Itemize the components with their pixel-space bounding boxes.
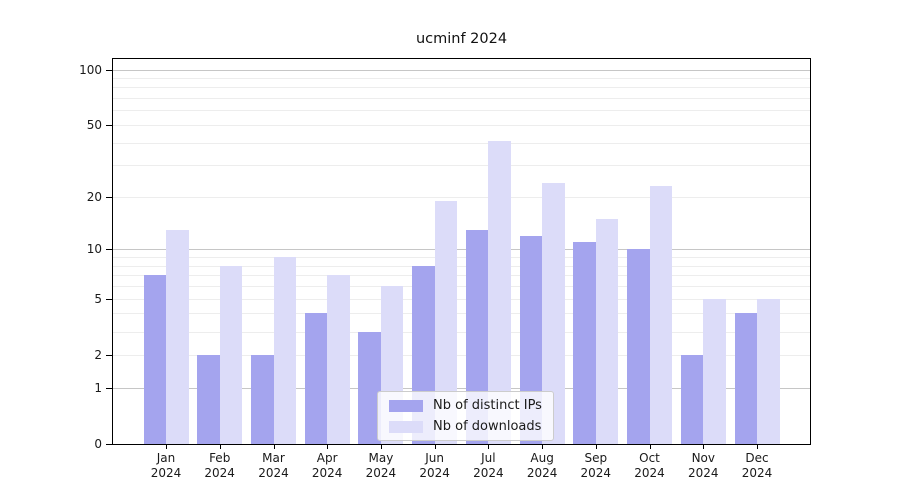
bar-downloads-apr <box>327 275 350 444</box>
bar-distinct-ips-mar <box>251 354 274 444</box>
x-tick-aug <box>542 444 544 449</box>
minor-gridline-6 <box>113 286 810 288</box>
x-tick-jun <box>434 444 436 449</box>
bar-downloads-oct <box>649 186 672 444</box>
bar-distinct-ips-feb <box>197 354 220 444</box>
minor-gridline-40 <box>113 142 810 144</box>
bar-downloads-nov <box>703 298 726 444</box>
minor-gridline-50 <box>113 125 810 126</box>
legend-swatch <box>389 420 423 433</box>
x-tick-label-jan: Jan 2024 <box>150 451 182 480</box>
x-tick-oct <box>649 444 651 449</box>
y-tick-label-1: 1 <box>94 380 102 395</box>
bar-distinct-ips-jul <box>465 229 489 444</box>
y-tick-label-50: 50 <box>86 118 102 132</box>
bar-downloads-feb <box>219 265 243 444</box>
x-tick-sep <box>595 444 597 449</box>
bar-downloads-aug <box>542 182 565 444</box>
minor-gridline-30 <box>113 165 810 167</box>
minor-gridline-20 <box>113 197 810 198</box>
legend-swatch <box>389 399 423 412</box>
major-gridline-100 <box>113 69 810 71</box>
minor-gridline-2 <box>113 354 810 356</box>
y-tick-label-5: 5 <box>94 291 102 306</box>
x-tick-label-dec: Dec 2024 <box>741 451 773 480</box>
bar-downloads-jan <box>166 229 189 444</box>
minor-gridline-70 <box>113 98 810 100</box>
y-tick-2 <box>106 354 112 356</box>
x-tick-label-may: May 2024 <box>365 451 397 480</box>
legend-item-downloads: Nb of downloads <box>389 418 542 435</box>
x-tick-label-sep: Sep 2024 <box>580 451 612 480</box>
minor-gridline-8 <box>113 265 810 267</box>
x-tick-jul <box>488 444 490 449</box>
minor-gridline-7 <box>113 275 810 277</box>
bar-distinct-ips-oct <box>627 249 650 444</box>
chart-title: ucminf 2024 <box>415 31 508 47</box>
minor-gridline-5 <box>113 298 810 300</box>
x-tick-may <box>380 444 382 449</box>
y-tick-label-2: 2 <box>94 347 102 362</box>
x-tick-label-apr: Apr 2024 <box>311 451 343 480</box>
bar-downloads-dec <box>757 298 780 444</box>
plot-area <box>112 58 811 445</box>
bar-distinct-ips-dec <box>734 313 757 444</box>
minor-gridline-80 <box>113 87 810 89</box>
minor-gridline-9 <box>113 257 810 259</box>
x-tick-feb <box>219 444 221 449</box>
bar-downloads-jul <box>488 140 511 444</box>
x-tick-label-jul: Jul 2024 <box>473 451 504 480</box>
legend-label: Nb of downloads <box>433 419 542 434</box>
y-tick-5 <box>106 298 112 300</box>
y-tick-label-10: 10 <box>86 242 102 257</box>
y-tick-1 <box>106 387 112 389</box>
bar-distinct-ips-apr <box>304 313 328 444</box>
major-gridline-10 <box>113 249 810 251</box>
y-tick-10 <box>106 249 112 251</box>
x-tick-label-oct: Oct 2024 <box>634 451 665 480</box>
x-tick-dec <box>757 444 758 449</box>
x-tick-label-feb: Feb 2024 <box>204 451 235 480</box>
x-tick-mar <box>273 444 275 449</box>
major-gridline-1 <box>113 387 810 389</box>
x-tick-label-nov: Nov 2024 <box>688 451 719 480</box>
legend: Nb of distinct IPs Nb of downloads <box>377 391 554 441</box>
minor-gridline-3 <box>113 331 810 333</box>
bar-distinct-ips-jan <box>143 275 166 444</box>
bar-distinct-ips-may <box>358 331 381 444</box>
y-tick-0 <box>106 444 112 445</box>
y-tick-label-0: 0 <box>94 437 102 451</box>
y-tick-20 <box>106 197 112 198</box>
minor-gridline-4 <box>113 313 810 315</box>
x-tick-jan <box>166 444 167 449</box>
x-tick-label-jun: Jun 2024 <box>419 451 450 480</box>
bar-distinct-ips-nov <box>680 354 704 444</box>
y-tick-50 <box>106 125 112 126</box>
bar-downloads-sep <box>595 219 619 444</box>
bar-downloads-mar <box>273 257 296 444</box>
legend-label: Nb of distinct IPs <box>433 398 542 413</box>
minor-gridline-90 <box>113 78 810 79</box>
x-tick-label-aug: Aug 2024 <box>526 451 558 480</box>
x-tick-apr <box>327 444 329 449</box>
x-tick-nov <box>703 444 705 449</box>
y-tick-label-100: 100 <box>79 62 102 77</box>
x-tick-label-mar: Mar 2024 <box>258 451 289 480</box>
y-tick-100 <box>106 69 112 71</box>
legend-item-distinct-ips: Nb of distinct IPs <box>389 397 542 414</box>
bar-downloads-jun <box>434 200 458 444</box>
bar-distinct-ips-sep <box>573 242 596 444</box>
minor-gridline-60 <box>113 110 810 112</box>
y-tick-label-20: 20 <box>86 190 102 204</box>
